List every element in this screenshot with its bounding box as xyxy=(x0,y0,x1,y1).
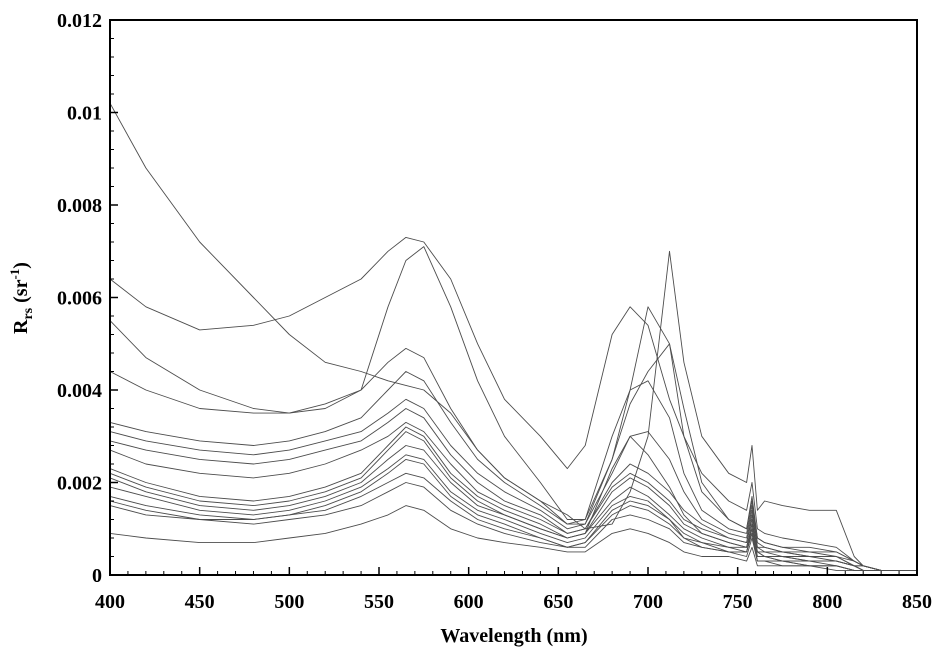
y-tick-label: 0.01 xyxy=(67,103,102,125)
x-tick-label: 700 xyxy=(633,591,663,613)
x-tick-label: 750 xyxy=(723,591,753,613)
spectrum-line-14 xyxy=(109,505,917,571)
x-tick-label: 650 xyxy=(543,591,573,613)
x-tick-label: 500 xyxy=(274,591,304,613)
y-tick-label: 0 xyxy=(92,565,102,587)
spectrum-line-4 xyxy=(109,343,917,571)
spectrum-line-1 xyxy=(109,102,917,571)
plot-frame xyxy=(109,19,918,576)
spectrum-line-13 xyxy=(109,482,917,571)
y-axis-title-unit-suffix: ) xyxy=(10,262,32,269)
y-axis-title-subscript: rs xyxy=(21,307,36,319)
spectrum-line-15 xyxy=(109,431,917,571)
y-tick-label: 0.008 xyxy=(57,195,102,217)
y-axis-title-unit-superscript: -1 xyxy=(7,269,22,280)
y-axis-title-base: R xyxy=(10,319,32,334)
spectrum-line-3 xyxy=(109,246,917,571)
spectrum-line-6 xyxy=(109,398,917,571)
y-tick-label: 0.002 xyxy=(57,473,102,495)
spectrum-line-5 xyxy=(109,371,917,571)
y-axis-ticks: 0 0.002 0.004 0.006 0.008 0.01 0.012 xyxy=(57,10,118,587)
y-axis-title-unit-prefix: (sr xyxy=(10,279,32,307)
x-tick-label: 450 xyxy=(185,591,215,613)
x-axis-title: Wavelength (nm) xyxy=(440,625,587,647)
spectrum-line-16 xyxy=(109,458,917,571)
x-tick-label: 550 xyxy=(364,591,394,613)
y-axis-title: Rrs (sr-1) xyxy=(7,262,36,334)
x-tick-label: 850 xyxy=(902,591,932,613)
x-tick-label: 800 xyxy=(812,591,842,613)
y-tick-label: 0.006 xyxy=(57,288,102,310)
series-lines xyxy=(109,102,917,571)
y-tick-label: 0.004 xyxy=(57,380,102,402)
spectrum-line-7 xyxy=(109,408,917,571)
spectrum-line-2 xyxy=(109,236,917,571)
spectrum-line-11 xyxy=(109,454,917,571)
x-axis-ticks: 400 450 500 550 600 650 700 750 800 850 xyxy=(95,567,932,613)
y-tick-label: 0.012 xyxy=(57,10,102,32)
x-tick-label: 600 xyxy=(454,591,484,613)
x-tick-label: 400 xyxy=(95,591,125,613)
spectrum-line-8 xyxy=(109,421,917,571)
